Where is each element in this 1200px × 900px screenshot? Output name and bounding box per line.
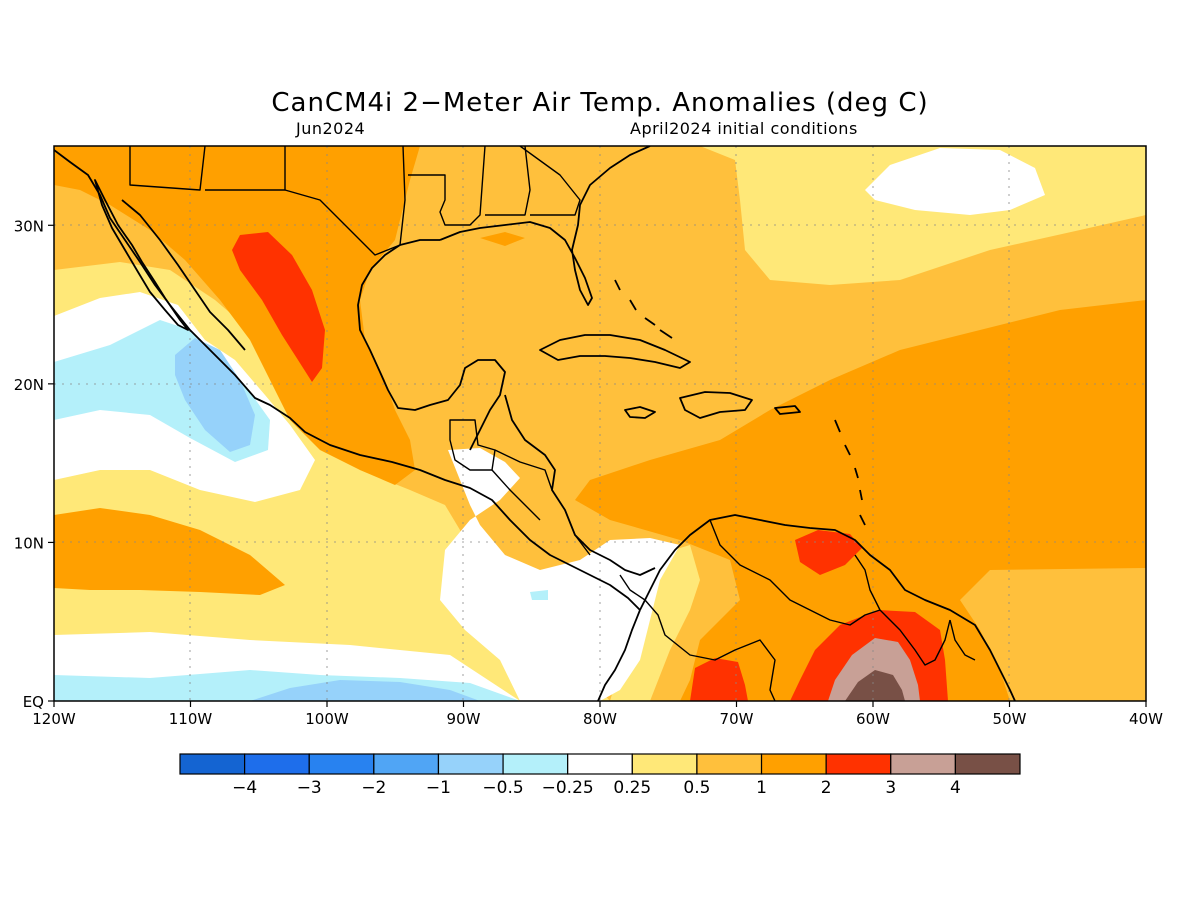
colorbar [179,753,1021,775]
map-title: CanCM4i 2−Meter Air Temp. Anomalies (deg… [271,88,928,118]
colorbar-label: 2 [821,778,832,798]
lat-tick-label: 10N [14,534,44,552]
colorbar-label: −2 [361,778,386,798]
anomaly-band-neutral-atlantic [865,148,1045,215]
colorbar-label: 1 [756,778,767,798]
lon-tick-label: 100W [305,710,349,728]
anomaly-band-red-venezuela [795,530,862,575]
colorbar-label: 3 [885,778,896,798]
colorbar-labels: −4 −3 −2 −1 −0.5 −0.25 0.25 0.5 1 2 3 4 [232,778,961,798]
lon-tick-label: 50W [993,710,1027,728]
anomaly-band-light-blue-spot [530,590,548,600]
lat-tick-label: 20N [14,376,44,394]
colorbar-swatch [631,753,698,775]
anomaly-band-orange-atlantic [575,300,1146,701]
coastlines [54,146,1016,701]
lon-tick-label: 80W [583,710,617,728]
lon-tick-label: 60W [856,710,890,728]
anomaly-band-above-4 [845,670,905,701]
colorbar-swatch [567,753,633,775]
colorbar-swatch [696,753,763,775]
anomaly-band-orange-pacific [54,508,285,595]
anomaly-band-blue-pacific [175,338,255,452]
country-borders [129,146,976,701]
anomaly-band-orange-mexico [54,146,420,485]
colorbar-label: −0.5 [482,778,523,798]
initial-conditions-label: April2024 initial conditions [630,119,858,138]
colorbar-swatch [825,753,892,775]
anomaly-band-blue-equator [250,680,480,701]
anomaly-field [54,146,1146,701]
colorbar-label: −0.25 [542,778,594,798]
colorbar-swatch [954,753,1021,775]
colorbar-swatch [437,753,504,775]
anomaly-band-red-mexico [232,232,325,382]
colorbar-swatch [308,753,375,775]
colorbar-swatch [373,753,440,775]
longitude-axis: 120W 110W 100W 90W 80W 70W 60W 50W 40W [32,701,1163,728]
lat-tick-label: EQ [23,693,44,711]
colorbar-swatch [890,753,956,775]
colorbar-label: −1 [426,778,451,798]
lon-tick-label: 40W [1129,710,1163,728]
lon-tick-label: 110W [169,710,213,728]
lon-tick-label: 90W [447,710,481,728]
colorbar-swatch [760,753,827,775]
colorbar-swatch [244,753,310,775]
lat-lon-grid [54,146,1146,701]
anomaly-band-neutral-central [440,448,680,701]
anomaly-band-orange-gulf [480,232,525,246]
colorbar-label: 0.5 [683,778,710,798]
colorbar-label: −3 [297,778,322,798]
latitude-axis: EQ 10N 20N 30N [14,217,54,711]
lon-tick-label: 70W [720,710,754,728]
colorbar-swatch [502,753,569,775]
colorbar-swatch [179,753,246,775]
lat-tick-label: 30N [14,217,44,235]
colorbar-label: −4 [232,778,257,798]
valid-month-label: Jun2024 [295,119,365,138]
colorbar-label: 4 [950,778,961,798]
colorbar-label: 0.25 [613,778,651,798]
lon-tick-label: 120W [32,710,76,728]
anomaly-band-red-amazon-west [690,658,748,701]
